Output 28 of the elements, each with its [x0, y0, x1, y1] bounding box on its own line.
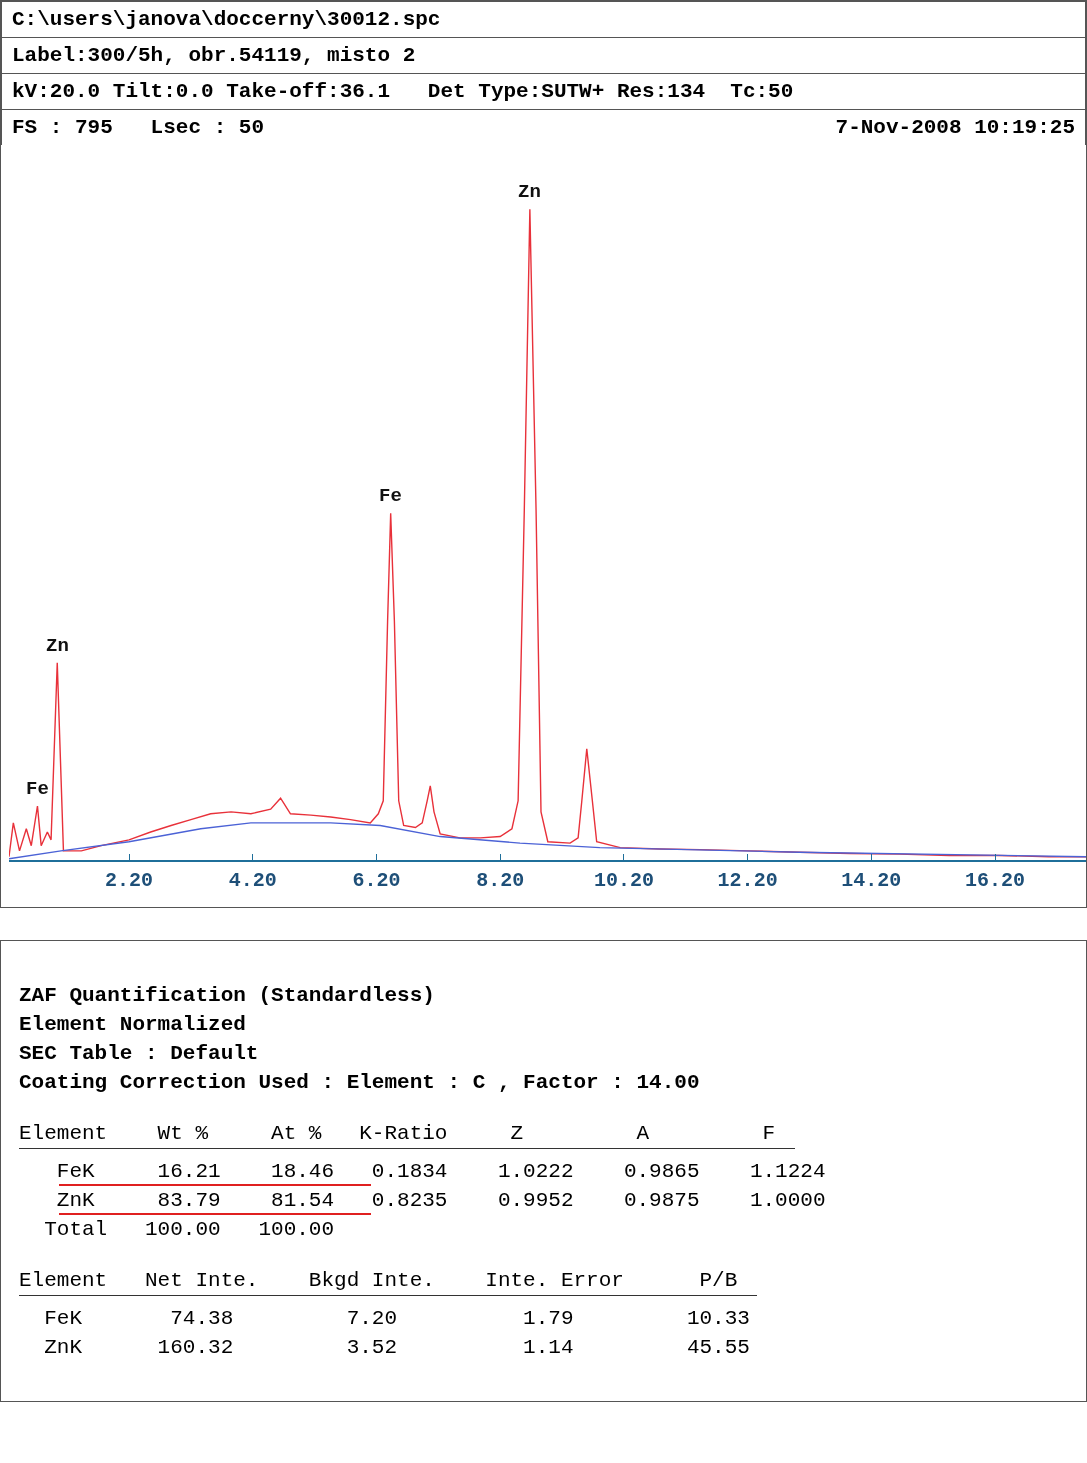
text: FeK 16.21 18.46 0.1834 1.0222 0.9865 1.1224	[55, 1160, 826, 1183]
text: Coating Correction Used : Element : C , Factor : 14.00	[19, 1071, 700, 1094]
x-tick-label: 12.20	[717, 869, 778, 892]
text: SEC Table : Default	[19, 1042, 259, 1065]
annotation: Fe	[379, 485, 402, 507]
chart-subtitle: Label:300/5h, obr.54119, misto 2	[12, 44, 416, 67]
text: FeK 74.38 7.20 1.79 10.33	[43, 1307, 750, 1330]
chart-title: C:\users\janova\doccerny\30012.spc	[12, 8, 441, 31]
text: Element Net Inte. Bkgd Inte. Inte. Error P/B	[19, 1269, 738, 1292]
text: FS : 795 Lsec : 50	[12, 116, 265, 139]
text: Element Normalized	[19, 1013, 246, 1036]
text: ZnK 160.32 3.52 1.14 45.55	[43, 1336, 750, 1359]
annotation: Fe	[26, 778, 49, 800]
text: Element Wt % At % K-Ratio Z A F	[19, 1122, 776, 1145]
x-tick-label: 4.20	[228, 869, 277, 892]
x-tick-label: 10.20	[593, 869, 654, 892]
annotation: Zn	[46, 635, 69, 657]
text: ZAF Quantification (Standardless)	[19, 984, 435, 1007]
text: kV:20.0 Tilt:0.0 Take-off:36.1 Det Type:SUTW+ Res:134 Tc:50	[12, 80, 794, 103]
x-tick-label: 2.20	[105, 869, 154, 892]
x-tick-label: 16.20	[965, 869, 1026, 892]
annotation: Zn	[518, 181, 541, 203]
x-tick-label: 6.20	[352, 869, 401, 892]
text: ZnK 83.79 81.54 0.8235 0.9952 0.9875 1.0000	[55, 1189, 826, 1212]
x-tick-label: 14.20	[841, 869, 902, 892]
text: Total 100.00 100.00	[43, 1218, 335, 1241]
text: 7-Nov-2008 10:19:25	[835, 116, 1075, 139]
x-tick-label: 8.20	[476, 869, 525, 892]
